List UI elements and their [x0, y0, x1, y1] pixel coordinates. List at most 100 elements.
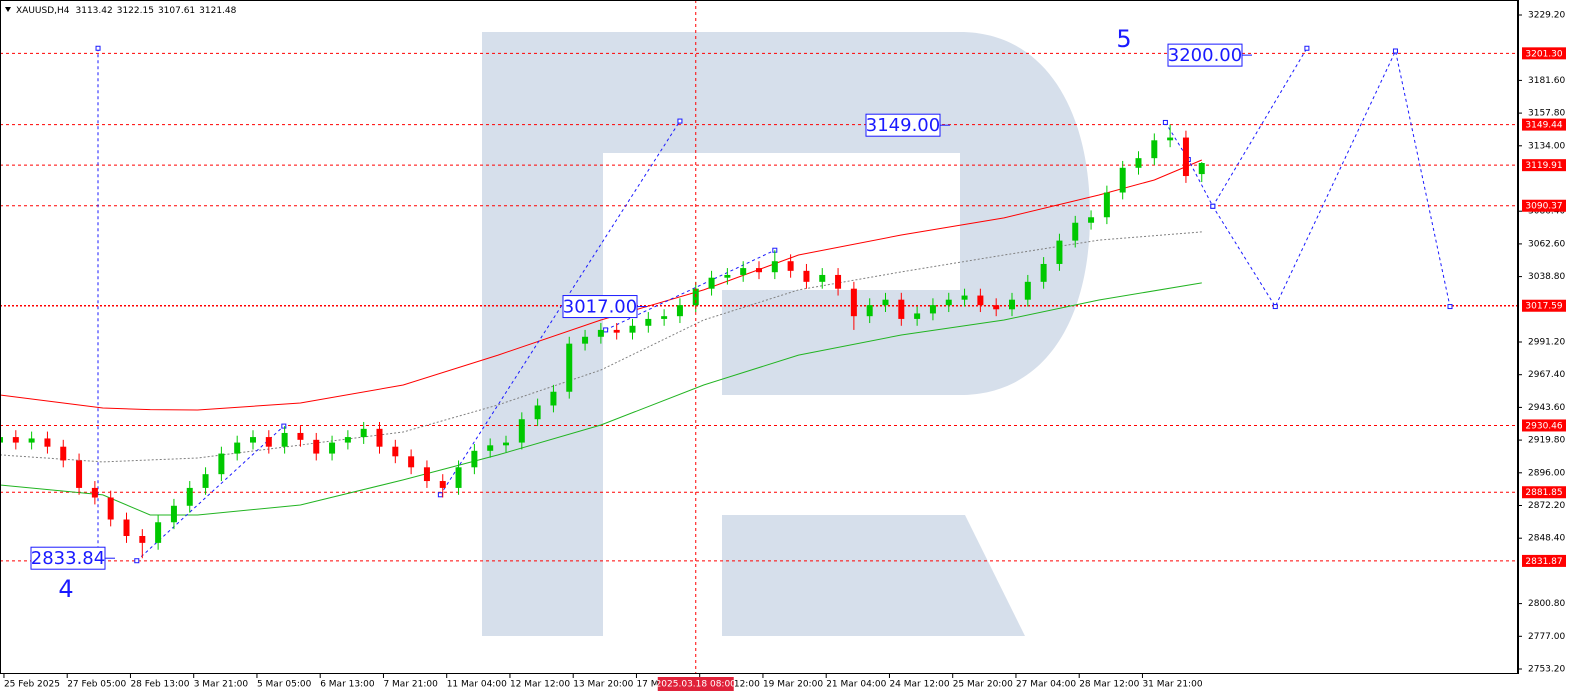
candle-body	[771, 261, 778, 273]
candle-body	[487, 445, 494, 451]
wave-point	[281, 423, 287, 429]
open-price: 3113.42	[76, 6, 113, 16]
x-tick-label: 31 Mar 21:00	[1142, 680, 1202, 690]
candle-body	[1056, 240, 1063, 264]
wave-point	[1272, 304, 1278, 310]
y-tick-label: 2919.80	[1528, 436, 1565, 446]
candle-body	[12, 437, 19, 443]
symbol: XAUUSD,H4	[16, 6, 70, 16]
wave-line	[1212, 48, 1308, 207]
y-tick-label: 3134.00	[1528, 141, 1565, 151]
wave-point	[1447, 304, 1453, 310]
level-label: 2831.87	[1525, 557, 1562, 567]
candle-body	[1040, 263, 1047, 282]
level-label-box	[1522, 299, 1566, 312]
candle-body	[676, 305, 683, 317]
x-tick-label: 28 Feb 13:00	[130, 680, 189, 690]
candle-body	[850, 288, 857, 317]
candle-body	[392, 446, 399, 457]
price-label: 3017.00	[563, 297, 637, 318]
level-label-box	[1522, 118, 1566, 131]
candle-body	[803, 270, 810, 282]
candle-body	[471, 450, 478, 468]
level-label-box	[1522, 419, 1566, 432]
candle-body	[503, 442, 509, 446]
candle-body	[91, 487, 98, 498]
header: XAUUSD,H4 3113.42 3122.15 3107.61 3121.48	[16, 6, 237, 16]
low-price: 3107.61	[158, 6, 195, 16]
x-tick-label: 27 Mar 04:00	[1016, 680, 1076, 690]
wave-point	[95, 45, 101, 51]
wave-label: 5	[1116, 25, 1131, 53]
candle-body	[898, 299, 905, 319]
candle-body	[186, 487, 193, 506]
candle-body	[107, 497, 114, 520]
axis-bg	[1519, 0, 1578, 698]
y-tick-label: 2800.80	[1528, 599, 1565, 609]
candle-body	[297, 432, 304, 440]
wave-point	[134, 558, 140, 564]
candle-body	[835, 274, 842, 289]
y-tick-label: 3038.80	[1528, 272, 1565, 282]
candle-body	[455, 467, 462, 488]
x-tick-label: 13 Mar 20:00	[573, 680, 633, 690]
candle-body	[645, 318, 652, 326]
candle-body	[218, 453, 225, 475]
candle-body	[265, 437, 272, 447]
moving-average	[0, 159, 1202, 411]
candle-body	[534, 405, 541, 420]
close-price: 3121.48	[199, 6, 236, 16]
candle-body	[1119, 167, 1126, 193]
candle-body	[155, 522, 162, 543]
y-tick-label: 2967.40	[1528, 370, 1565, 380]
x-tick-label: 27 Feb 05:00	[67, 680, 126, 690]
y-tick-label: 2777.00	[1528, 632, 1565, 642]
x-tick-label: 7 Mar 21:00	[383, 680, 438, 690]
candle-body	[313, 439, 320, 454]
candle-body	[993, 305, 1000, 310]
level-label: 3017.59	[1525, 302, 1562, 312]
plot-area	[0, 0, 1518, 674]
y-tick-label: 3157.80	[1528, 109, 1565, 119]
candle-body	[882, 299, 889, 306]
candle-body	[1024, 281, 1031, 300]
candle-body	[518, 419, 525, 443]
candle-body	[139, 536, 146, 543]
price-label-box	[562, 295, 638, 319]
candle-body	[329, 442, 336, 454]
candle-body	[819, 274, 826, 282]
candle-body	[1198, 163, 1205, 175]
watermark-bowl	[603, 32, 1090, 395]
candle-body	[408, 456, 415, 468]
candle-body	[866, 305, 873, 317]
price-label: 3200.00	[1168, 45, 1242, 66]
candle-body	[787, 261, 794, 271]
watermark-stem	[482, 32, 603, 636]
candle-body	[1009, 299, 1015, 310]
price-label-box	[1167, 43, 1243, 67]
x-tick-label: 5 Mar 05:00	[257, 680, 312, 690]
level-label-box	[1522, 486, 1566, 499]
level-label-box	[1522, 159, 1566, 172]
x-tick-label: 11 Mar 04:00	[447, 680, 507, 690]
price-label: 2833.84	[31, 548, 105, 569]
level-label: 3201.30	[1525, 49, 1562, 59]
candle-body	[281, 432, 288, 447]
watermark-leg	[722, 515, 1025, 636]
menu-arrow[interactable]	[5, 7, 11, 12]
x-tick-label: 28 Mar 12:00	[1079, 680, 1139, 690]
level-label-box	[1522, 199, 1566, 212]
price-label-box	[865, 113, 941, 137]
price-label-box	[30, 546, 106, 570]
candle-body	[360, 428, 367, 438]
candle-body	[661, 316, 668, 319]
plot-border	[0, 0, 1518, 674]
x-tick-label: 6 Mar 13:00	[320, 680, 375, 690]
wave-point	[1210, 203, 1216, 209]
candle-body	[961, 295, 968, 300]
x-tick-label: 12 Mar 12:00	[510, 680, 570, 690]
y-tick-label: 2753.20	[1528, 664, 1565, 674]
candle-body	[202, 474, 209, 488]
candle-body	[0, 437, 3, 443]
